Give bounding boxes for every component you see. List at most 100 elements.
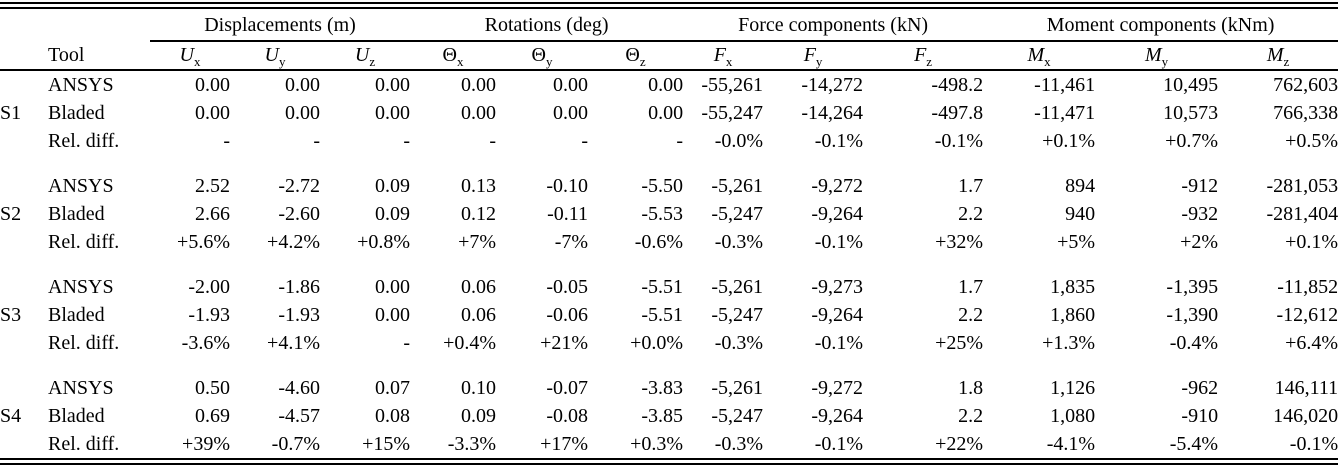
section-spacer-cell xyxy=(0,256,1338,273)
value-cell: -281,053 xyxy=(1266,174,1338,197)
section-spacer xyxy=(0,155,1338,172)
value-cell: 0.09 xyxy=(461,404,497,427)
value-cell: 2.52 xyxy=(195,174,230,197)
value-cell: +22% xyxy=(935,432,984,455)
value-cell: 1.8 xyxy=(958,376,984,399)
column-header-row: Tool Ux Uy Uz Θx Θy Θz Fx Fy Fz Mx My Mz xyxy=(0,42,1338,71)
table-top-rule xyxy=(0,2,1338,9)
value-cell: -9,264 xyxy=(811,202,864,225)
tool-column-header: Tool xyxy=(48,42,150,71)
value-cell: -0.1% xyxy=(814,129,864,152)
value-cell: +2% xyxy=(1180,230,1219,253)
value-cell: +17% xyxy=(540,432,589,455)
table-row: S4 ANSYS 0.50 -4.60 0.07 0.10 -0.07 -3.83 -5,261… xyxy=(0,374,1338,427)
value-cell: -0.7% xyxy=(271,432,320,455)
value-cell: -912 xyxy=(1181,174,1219,197)
table-bottom-rule xyxy=(0,458,1338,465)
value-cell: -0.3% xyxy=(714,331,764,354)
tool-cell: Rel. diff. xyxy=(48,432,120,455)
group-header-displacements: Displacements (m) xyxy=(150,9,411,42)
value-cell: 0.00 xyxy=(461,101,497,124)
tool-cell: Rel. diff. xyxy=(48,230,120,253)
value-cell: 0.07 xyxy=(375,376,411,399)
value-cell: -1,395 xyxy=(1166,275,1219,298)
tool-cell: Bladed xyxy=(48,202,105,225)
section-label: S4 xyxy=(0,404,22,427)
value-cell: 0.00 xyxy=(285,101,320,124)
group-header-moments: Moment components (kNm) xyxy=(983,9,1338,42)
value-cell: 0.06 xyxy=(461,303,497,326)
table-row: Bladed 0.69 -4.57 0.08 0.09 -0.08 -3.85 -5,247 -… xyxy=(0,402,1338,430)
value-cell: -5,261 xyxy=(711,275,764,298)
value-cell: -0.05 xyxy=(546,275,589,298)
value-cell: -962 xyxy=(1181,376,1219,399)
value-cell: 10,495 xyxy=(1163,73,1219,96)
value-cell: 1,126 xyxy=(1050,376,1096,399)
value-cell: 0.09 xyxy=(375,174,411,197)
value-cell: 10,573 xyxy=(1163,101,1219,124)
value-cell: - xyxy=(676,129,684,152)
column-header-mz: Mz xyxy=(1218,42,1338,71)
value-cell: 1,080 xyxy=(1050,404,1096,427)
value-cell: +4.2% xyxy=(267,230,320,253)
value-cell: -5,261 xyxy=(711,376,764,399)
value-cell: -0.6% xyxy=(634,230,684,253)
value-cell: 0.00 xyxy=(285,73,320,96)
column-header-fz: Fz xyxy=(863,42,984,71)
value-cell: -2.00 xyxy=(188,275,230,298)
value-cell: -4.60 xyxy=(278,376,320,399)
value-cell: +15% xyxy=(362,432,411,455)
value-cell: 146,020 xyxy=(1273,404,1338,427)
tool-cell: Rel. diff. xyxy=(48,129,120,152)
table-row: Rel. diff. +39% -0.7% +15% -3.3% +17% +0.3% -0.… xyxy=(0,430,1338,458)
value-cell: 0.00 xyxy=(553,73,589,96)
value-cell: -0.06 xyxy=(546,303,589,326)
value-cell: -932 xyxy=(1181,202,1219,225)
table-row: S1 ANSYS 0.00 0.00 0.00 0.00 0.00 0.00 -55,261 -1… xyxy=(0,70,1338,124)
value-cell: -3.3% xyxy=(447,432,497,455)
column-header-fy: Fy xyxy=(763,42,864,71)
value-cell: +25% xyxy=(935,331,984,354)
value-cell: -4.57 xyxy=(278,404,320,427)
section-spacer-cell xyxy=(0,357,1338,374)
table-row: Rel. diff. -3.6% +4.1% - +0.4% +21% +0.0% -0.3%… xyxy=(0,329,1338,357)
value-cell: -0.11 xyxy=(547,202,589,225)
value-cell: -0.3% xyxy=(714,432,764,455)
value-cell: 0.69 xyxy=(195,404,230,427)
section-column-header xyxy=(0,42,48,71)
tool-cell: ANSYS xyxy=(48,174,114,197)
value-cell: 0.09 xyxy=(375,202,411,225)
value-cell: 1,835 xyxy=(1050,275,1096,298)
value-cell: -55,247 xyxy=(701,101,764,124)
value-cell: 0.00 xyxy=(375,73,411,96)
value-cell: -0.1% xyxy=(934,129,984,152)
value-cell: 2.2 xyxy=(958,404,984,427)
value-cell: -3.83 xyxy=(641,376,684,399)
value-cell: -55,261 xyxy=(701,73,764,96)
value-cell: 762,603 xyxy=(1273,73,1338,96)
section-label: S1 xyxy=(0,101,22,124)
value-cell: 1,860 xyxy=(1050,303,1096,326)
value-cell: -1.93 xyxy=(278,303,320,326)
value-cell: -2.60 xyxy=(278,202,320,225)
value-cell: -1.86 xyxy=(278,275,320,298)
value-cell: -9,272 xyxy=(811,376,864,399)
value-cell: -5.51 xyxy=(641,275,684,298)
value-cell: -497.8 xyxy=(931,101,984,124)
value-cell: +21% xyxy=(540,331,589,354)
column-header-theta-z: Θz xyxy=(588,42,684,71)
value-cell: -0.08 xyxy=(546,404,589,427)
value-cell: +0.7% xyxy=(1165,129,1219,152)
value-cell: -498.2 xyxy=(931,73,984,96)
value-cell: 0.00 xyxy=(375,101,411,124)
value-cell: 0.50 xyxy=(195,376,230,399)
value-cell: -9,264 xyxy=(811,303,864,326)
value-cell: -7% xyxy=(554,230,589,253)
value-cell: 0.00 xyxy=(375,275,411,298)
value-cell: -5,247 xyxy=(711,303,764,326)
value-cell: -0.1% xyxy=(814,230,864,253)
group-header-forces: Force components (kN) xyxy=(683,9,984,42)
results-comparison-table: Displacements (m) Rotations (deg) Force … xyxy=(0,9,1338,458)
value-cell: +5.6% xyxy=(177,230,230,253)
